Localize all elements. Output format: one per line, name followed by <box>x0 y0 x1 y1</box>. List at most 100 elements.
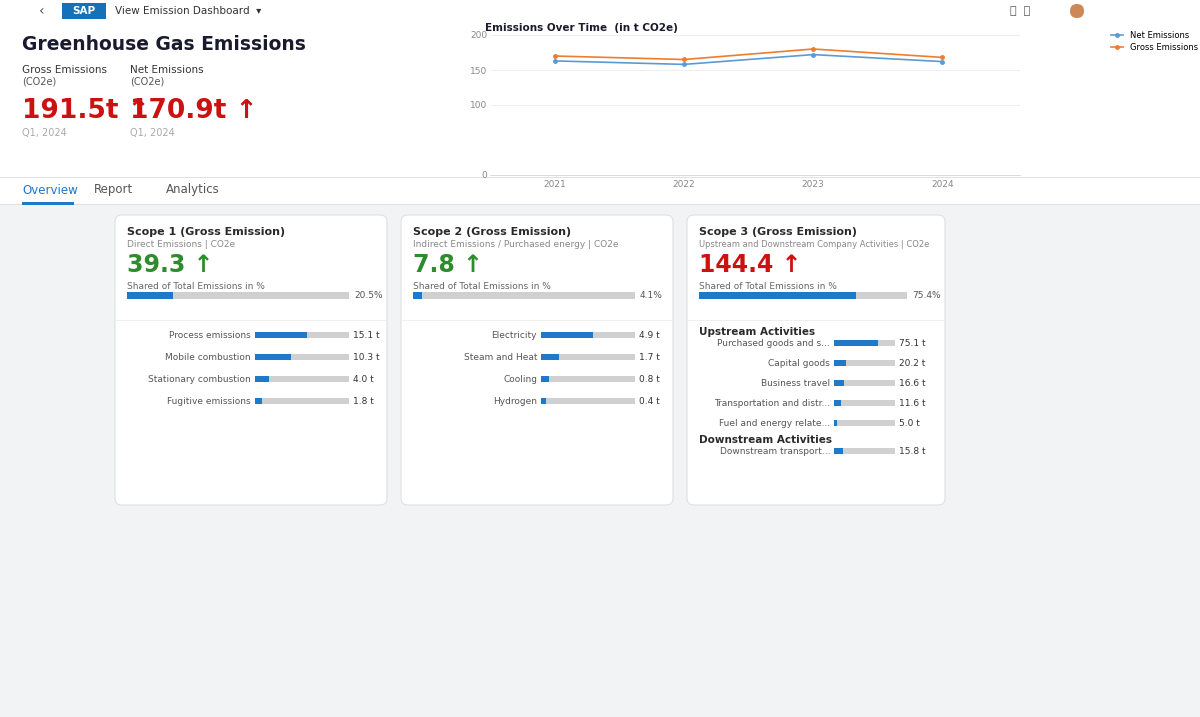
Bar <box>256 354 349 360</box>
Text: Transportation and distr...: Transportation and distr... <box>714 399 830 407</box>
Bar <box>834 360 895 366</box>
Text: 🔍  🔔: 🔍 🔔 <box>1010 6 1031 16</box>
FancyBboxPatch shape <box>1070 4 1084 18</box>
Text: Downstream Activities: Downstream Activities <box>698 435 832 445</box>
Bar <box>256 332 307 338</box>
Bar <box>541 376 550 381</box>
Bar <box>834 341 878 346</box>
Text: Overview: Overview <box>22 184 78 196</box>
Text: 15.1 t: 15.1 t <box>353 331 380 340</box>
Text: Capital goods: Capital goods <box>768 358 830 368</box>
Text: Emissions Over Time  (in t CO2e): Emissions Over Time (in t CO2e) <box>485 23 678 33</box>
Text: Direct Emissions | CO2e: Direct Emissions | CO2e <box>127 240 235 249</box>
Gross Emissions <box>935 53 949 62</box>
Text: Steam and Heat: Steam and Heat <box>463 353 538 361</box>
Bar <box>834 400 841 406</box>
Bar <box>0 204 1200 205</box>
Bar <box>22 202 74 205</box>
Text: (CO2e): (CO2e) <box>130 77 164 87</box>
Text: Shared of Total Emissions in %: Shared of Total Emissions in % <box>413 282 551 291</box>
Text: Purchased goods and s...: Purchased goods and s... <box>718 338 830 348</box>
Net Emissions <box>806 50 821 59</box>
Bar <box>541 354 559 360</box>
Text: 10.3 t: 10.3 t <box>353 353 380 361</box>
Text: Fuel and energy relate...: Fuel and energy relate... <box>719 419 830 427</box>
Text: View Emission Dashboard  ▾: View Emission Dashboard ▾ <box>115 6 262 16</box>
Text: Fugitive emissions: Fugitive emissions <box>167 397 251 406</box>
Text: Q1, 2024: Q1, 2024 <box>22 128 67 138</box>
Text: 0.4 t: 0.4 t <box>640 397 660 406</box>
Text: Scope 1 (Gross Emission): Scope 1 (Gross Emission) <box>127 227 286 237</box>
Bar <box>115 320 386 321</box>
Text: 1.7 t: 1.7 t <box>640 353 660 361</box>
Bar <box>686 320 946 321</box>
Bar <box>834 380 895 386</box>
Bar <box>127 292 349 299</box>
Text: ‹: ‹ <box>40 4 44 18</box>
Text: Process emissions: Process emissions <box>169 331 251 340</box>
Text: Shared of Total Emissions in %: Shared of Total Emissions in % <box>127 282 265 291</box>
Text: Q1, 2024: Q1, 2024 <box>130 128 175 138</box>
Text: Greenhouse Gas Emissions: Greenhouse Gas Emissions <box>22 35 306 54</box>
Bar <box>834 341 895 346</box>
Bar <box>698 292 856 299</box>
Text: 144.4 ↑: 144.4 ↑ <box>698 253 802 277</box>
Text: Scope 3 (Gross Emission): Scope 3 (Gross Emission) <box>698 227 857 237</box>
Bar <box>413 292 422 299</box>
Bar <box>0 177 1200 178</box>
Net Emissions <box>935 57 949 66</box>
Text: 7.8 ↑: 7.8 ↑ <box>413 253 482 277</box>
Bar <box>256 354 290 360</box>
Text: 4.0 t: 4.0 t <box>353 374 374 384</box>
Text: 0.8 t: 0.8 t <box>640 374 660 384</box>
Bar <box>541 376 635 381</box>
Text: Hydrogen: Hydrogen <box>493 397 538 406</box>
Text: Business travel: Business travel <box>761 379 830 387</box>
Text: Stationary combustion: Stationary combustion <box>149 374 251 384</box>
Text: SAP: SAP <box>72 6 96 16</box>
Bar <box>256 376 349 381</box>
Text: 11.6 t: 11.6 t <box>899 399 925 407</box>
Bar <box>127 292 173 299</box>
Bar <box>0 177 1200 205</box>
Bar <box>834 448 844 454</box>
Line: Net Emissions: Net Emissions <box>553 53 944 66</box>
Bar <box>413 292 635 299</box>
Bar <box>0 22 1200 177</box>
Bar <box>541 354 635 360</box>
Text: Analytics: Analytics <box>166 184 220 196</box>
Text: 1.8 t: 1.8 t <box>353 397 374 406</box>
Text: 15.8 t: 15.8 t <box>899 447 925 455</box>
Text: Upstream Activities: Upstream Activities <box>698 327 815 337</box>
Bar <box>541 332 593 338</box>
Bar <box>541 398 546 404</box>
Text: 170.9t ↑: 170.9t ↑ <box>130 98 258 124</box>
Text: Mobile combustion: Mobile combustion <box>166 353 251 361</box>
Bar <box>256 398 349 404</box>
Text: 75.1 t: 75.1 t <box>899 338 925 348</box>
Bar <box>834 448 895 454</box>
Text: Upstream and Downstream Company Activities | CO2e: Upstream and Downstream Company Activiti… <box>698 240 929 249</box>
Text: 20.2 t: 20.2 t <box>899 358 925 368</box>
Bar <box>834 380 844 386</box>
Bar <box>0 0 1200 22</box>
FancyBboxPatch shape <box>686 215 946 505</box>
Text: Gross Emissions: Gross Emissions <box>22 65 107 75</box>
Text: 191.5t ↑: 191.5t ↑ <box>22 98 150 124</box>
Bar <box>256 332 349 338</box>
Text: Cooling: Cooling <box>503 374 538 384</box>
Text: Downstream transport...: Downstream transport... <box>720 447 830 455</box>
Bar <box>62 3 106 19</box>
Net Emissions <box>547 57 562 65</box>
Text: Shared of Total Emissions in %: Shared of Total Emissions in % <box>698 282 836 291</box>
Text: Electricity: Electricity <box>492 331 538 340</box>
Bar <box>834 400 895 406</box>
Text: 39.3 ↑: 39.3 ↑ <box>127 253 214 277</box>
Text: 5.0 t: 5.0 t <box>899 419 919 427</box>
Bar <box>698 292 907 299</box>
Text: 16.6 t: 16.6 t <box>899 379 925 387</box>
Text: Indirect Emissions / Purchased energy | CO2e: Indirect Emissions / Purchased energy | … <box>413 240 618 249</box>
Gross Emissions <box>547 52 562 60</box>
Text: (CO2e): (CO2e) <box>22 77 56 87</box>
Text: 4.1%: 4.1% <box>640 291 662 300</box>
